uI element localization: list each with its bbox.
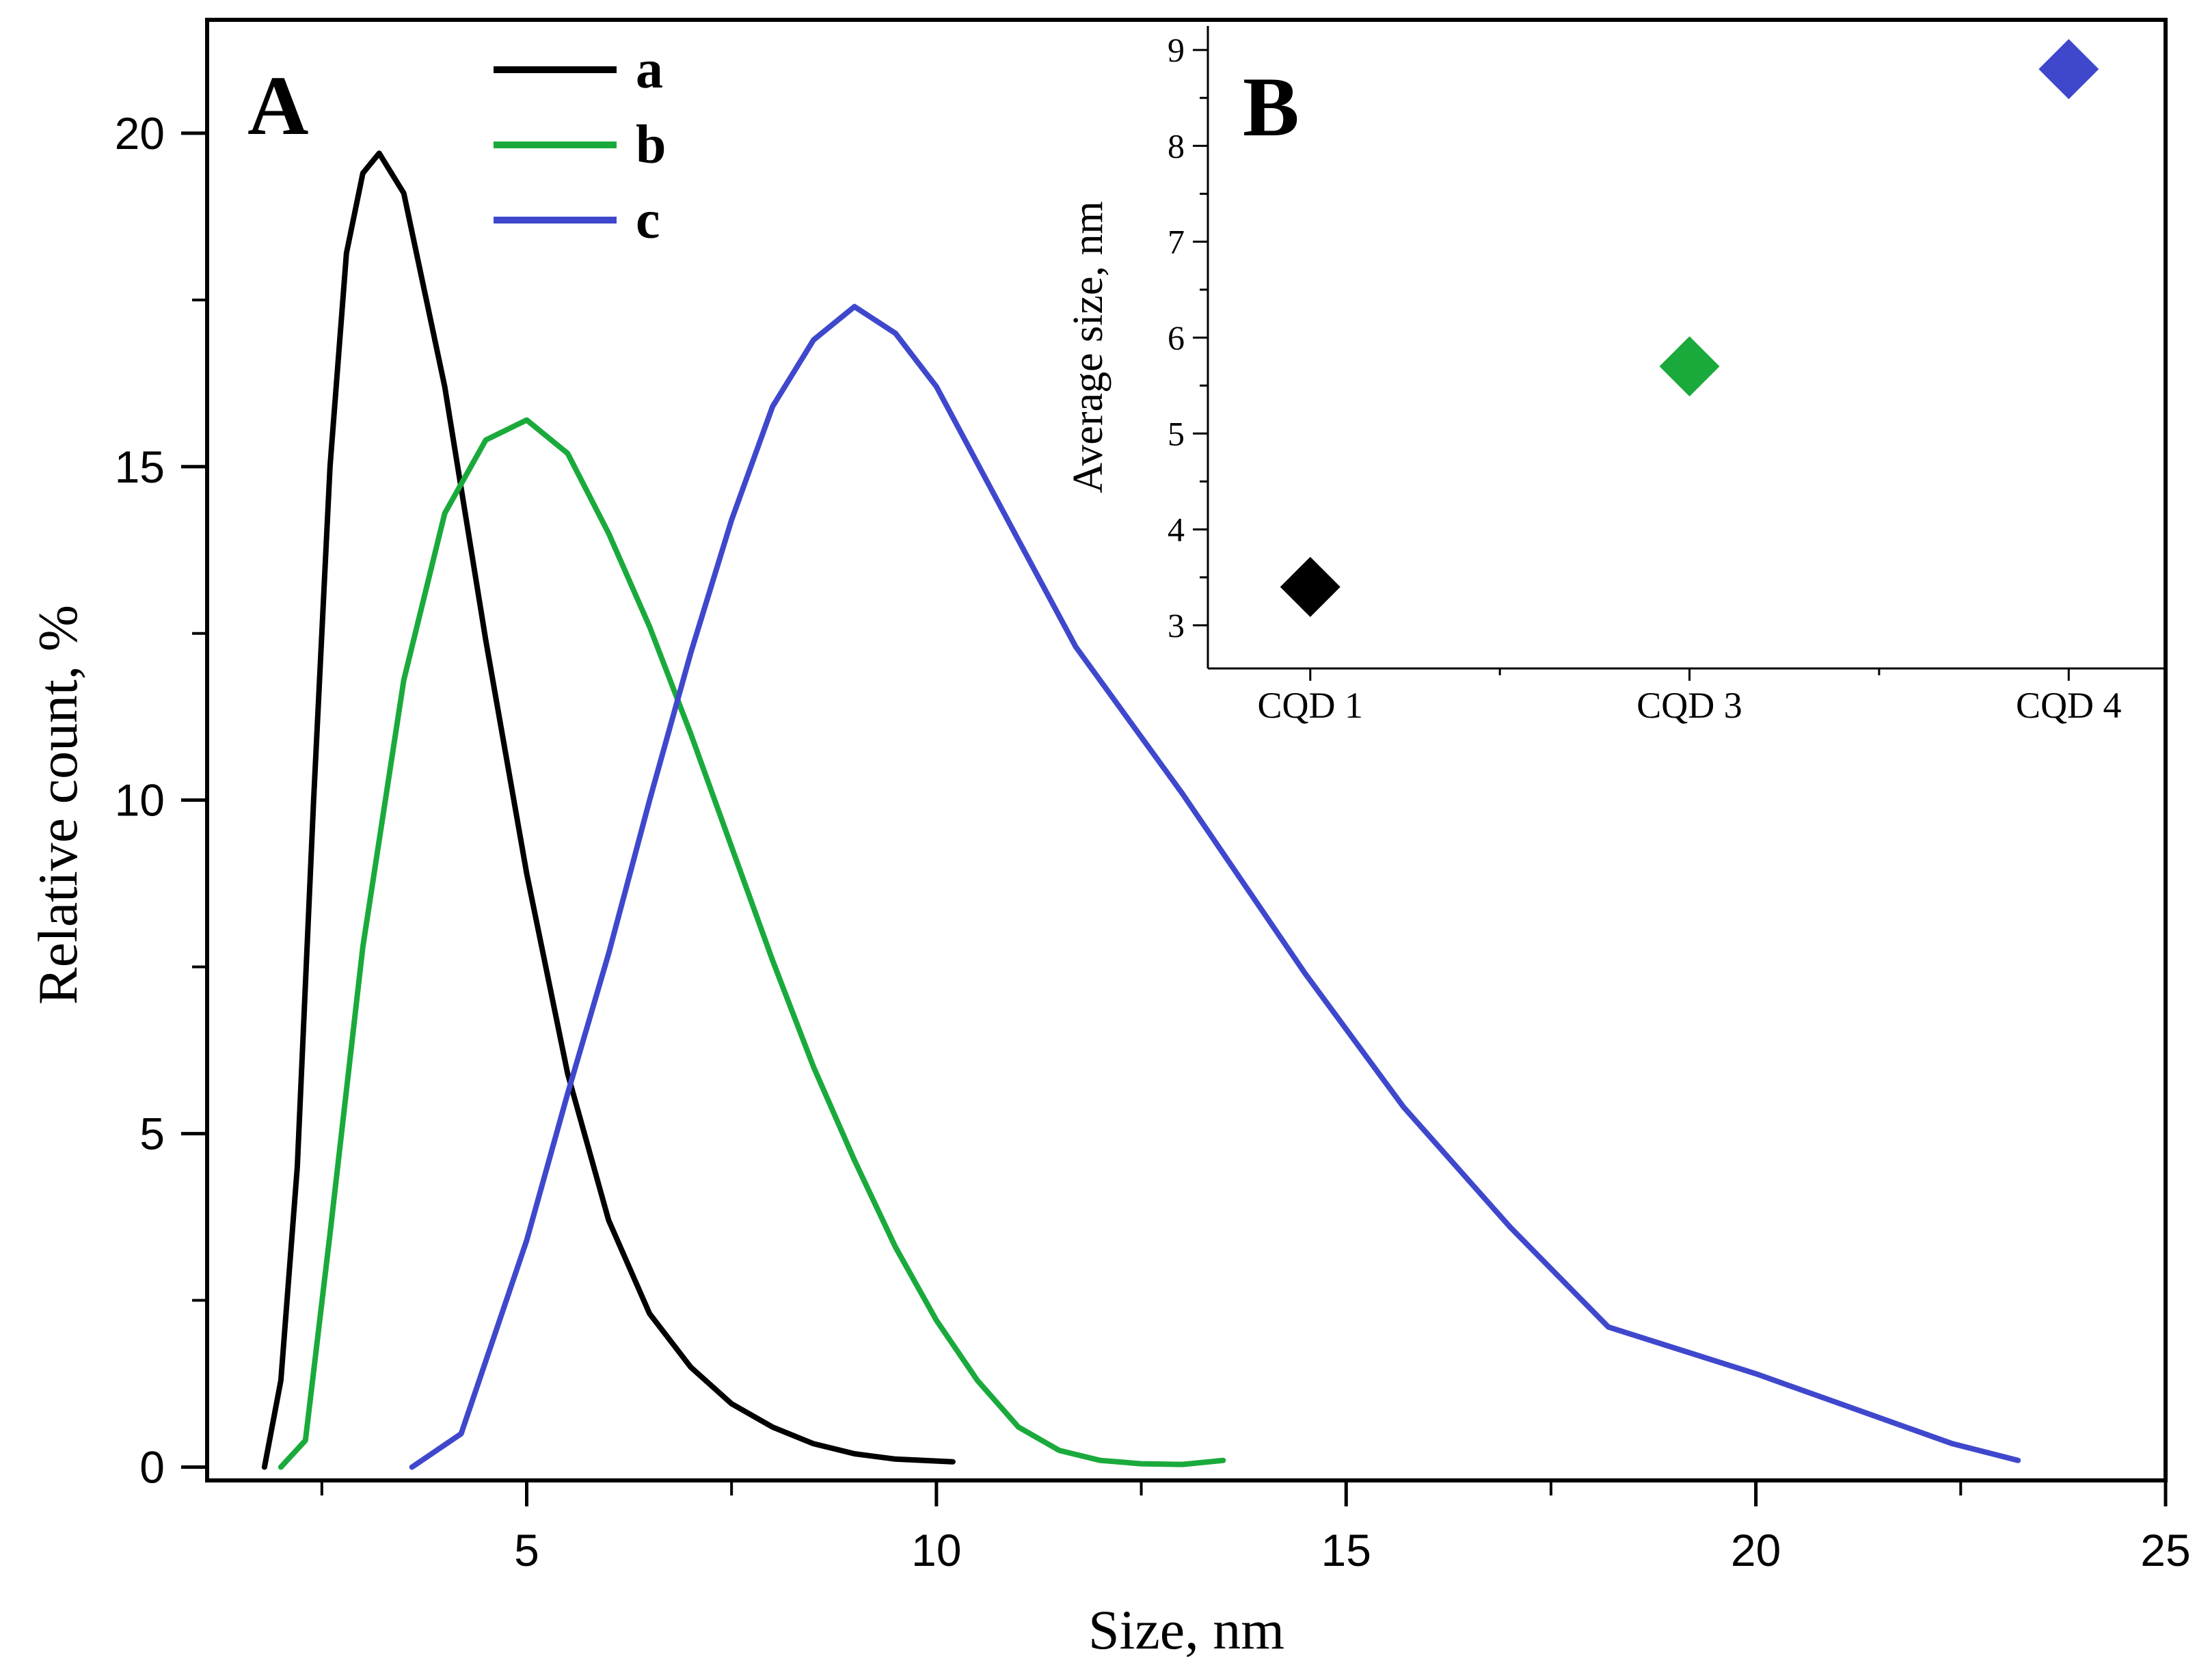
y-tick-label: 5	[139, 1109, 165, 1159]
legend-label-a: a	[636, 40, 663, 100]
b-y-tick-label: 5	[1168, 414, 1185, 452]
panel-a-label: A	[247, 59, 309, 152]
x-tick-label: 10	[911, 1525, 961, 1575]
legend-label-c: c	[636, 190, 660, 250]
y-tick-label: 10	[115, 775, 165, 826]
x-tick-label: 5	[514, 1525, 539, 1575]
x-tick-label: 25	[2140, 1525, 2190, 1575]
b-y-tick-label: 6	[1168, 319, 1185, 357]
y-tick-label: 0	[139, 1441, 165, 1492]
legend-label-b: b	[636, 115, 666, 175]
b-y-tick-label: 7	[1168, 223, 1185, 261]
b-y-tick-label: 4	[1168, 511, 1185, 549]
x-tick-label: 15	[1321, 1525, 1371, 1575]
x-axis-label: Size, nm	[1088, 1599, 1284, 1661]
panel-a-frame	[205, 18, 2168, 1482]
panel-b-y-axis-label: Average size, nm	[1065, 201, 1111, 493]
panel-b-label: B	[1243, 60, 1299, 154]
panel-a: 5 10 15 20 25 0 5 10 15 20 A Size, nm Relative co…	[27, 18, 2191, 1661]
legend: abc	[494, 40, 666, 250]
y-axis-label: Relative count, %	[27, 605, 89, 1005]
b-x-tick-label: CQD 4	[2016, 685, 2122, 726]
series-line-c	[409, 303, 2021, 1470]
series-line-b	[278, 417, 1226, 1470]
x-tick-label: 20	[1731, 1525, 1781, 1575]
b-y-tick-label: 8	[1168, 126, 1185, 165]
point-cqd-4	[2038, 39, 2099, 100]
panel-a-series	[261, 150, 2021, 1470]
y-tick-label: 15	[115, 442, 165, 492]
y-tick-label: 20	[115, 108, 165, 159]
b-y-tick-label: 9	[1168, 31, 1185, 69]
b-y-tick-label: 3	[1168, 606, 1185, 645]
panel-a-ticks: 5 10 15 20 25 0 5 10 15 20	[115, 108, 2191, 1575]
b-x-tick-label: CQD 3	[1636, 685, 1742, 726]
point-cqd-3	[1659, 336, 1720, 397]
b-x-tick-label: CQD 1	[1258, 685, 1364, 726]
panel-b-points	[1280, 39, 2099, 617]
panel-b: 3 4 5 6 7 8 9 CQD 1 CQD 3 CQD 4 B Average size, n…	[1065, 26, 2164, 726]
series-line-a	[261, 150, 956, 1470]
point-cqd-1	[1280, 556, 1340, 617]
panel-b-ticks: 3 4 5 6 7 8 9 CQD 1 CQD 3 CQD 4	[1168, 31, 2122, 726]
